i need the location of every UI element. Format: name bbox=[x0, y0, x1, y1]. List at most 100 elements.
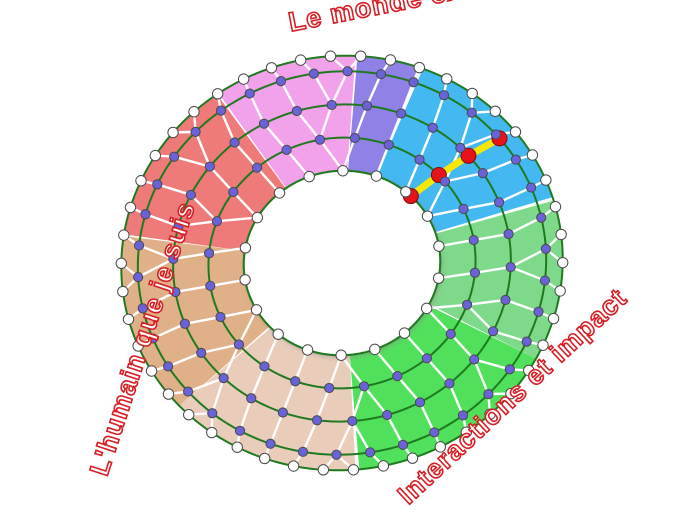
network-node[interactable] bbox=[301, 344, 314, 356]
network-node[interactable] bbox=[251, 162, 263, 173]
network-node[interactable] bbox=[494, 197, 505, 208]
network-node[interactable] bbox=[188, 106, 200, 118]
network-node[interactable] bbox=[438, 90, 450, 101]
network-node[interactable] bbox=[239, 274, 251, 286]
network-node[interactable] bbox=[170, 286, 181, 298]
network-node[interactable] bbox=[392, 371, 403, 382]
network-node[interactable] bbox=[258, 118, 270, 129]
network-node[interactable] bbox=[455, 142, 466, 154]
network-node[interactable] bbox=[370, 170, 383, 182]
network-node[interactable] bbox=[179, 318, 190, 329]
network-node[interactable] bbox=[457, 410, 469, 421]
network-node[interactable] bbox=[547, 312, 560, 325]
network-node[interactable] bbox=[182, 386, 194, 397]
network-node[interactable] bbox=[510, 154, 522, 165]
network-node[interactable] bbox=[251, 211, 264, 224]
network-node[interactable] bbox=[317, 464, 330, 476]
network-node[interactable] bbox=[246, 393, 257, 404]
network-node[interactable] bbox=[466, 87, 478, 100]
network-node[interactable] bbox=[347, 415, 358, 427]
network-node[interactable] bbox=[196, 347, 207, 358]
network-node[interactable] bbox=[441, 73, 453, 85]
network-node[interactable] bbox=[250, 304, 263, 316]
network-node[interactable] bbox=[489, 105, 501, 117]
network-node[interactable] bbox=[215, 311, 226, 323]
network-node[interactable] bbox=[311, 415, 323, 426]
network-node[interactable] bbox=[526, 182, 537, 193]
network-node[interactable] bbox=[504, 364, 515, 375]
network-node[interactable] bbox=[133, 272, 144, 283]
network-node[interactable] bbox=[414, 154, 425, 165]
network-node[interactable] bbox=[228, 186, 239, 198]
network-node[interactable] bbox=[540, 243, 551, 254]
network-node[interactable] bbox=[365, 447, 376, 458]
network-node[interactable] bbox=[444, 378, 455, 389]
network-node[interactable] bbox=[287, 460, 300, 472]
network-node[interactable] bbox=[337, 165, 349, 177]
network-node[interactable] bbox=[400, 186, 412, 198]
network-node[interactable] bbox=[421, 353, 433, 364]
network-node[interactable] bbox=[382, 409, 393, 421]
network-node[interactable] bbox=[206, 426, 218, 439]
network-node[interactable] bbox=[233, 339, 245, 350]
network-node[interactable] bbox=[469, 354, 480, 365]
network-node[interactable] bbox=[414, 397, 426, 408]
network-node[interactable] bbox=[137, 303, 148, 314]
network-node[interactable] bbox=[169, 151, 180, 162]
network-node[interactable] bbox=[505, 261, 516, 273]
network-node[interactable] bbox=[211, 216, 223, 227]
network-node[interactable] bbox=[335, 349, 347, 361]
network-node[interactable] bbox=[469, 267, 481, 278]
network-node[interactable] bbox=[211, 88, 224, 100]
network-node[interactable] bbox=[349, 132, 360, 144]
network-node[interactable] bbox=[406, 452, 419, 464]
network-node[interactable] bbox=[190, 126, 201, 137]
network-node[interactable] bbox=[523, 364, 535, 377]
network-node[interactable] bbox=[152, 179, 163, 190]
network-node[interactable] bbox=[273, 187, 286, 199]
network-node[interactable] bbox=[398, 327, 411, 339]
network-node[interactable] bbox=[297, 446, 309, 457]
network-node[interactable] bbox=[239, 242, 252, 254]
network-node[interactable] bbox=[540, 174, 552, 186]
network-node[interactable] bbox=[218, 372, 229, 384]
network-node[interactable] bbox=[461, 299, 473, 310]
network-node[interactable] bbox=[215, 105, 227, 116]
network-node[interactable] bbox=[433, 240, 445, 252]
network-node[interactable] bbox=[275, 76, 287, 87]
network-node[interactable] bbox=[413, 61, 426, 74]
network-node[interactable] bbox=[466, 107, 477, 118]
network-node[interactable] bbox=[291, 105, 302, 117]
network-node[interactable] bbox=[185, 189, 196, 200]
network-node[interactable] bbox=[509, 126, 522, 138]
network-node[interactable] bbox=[358, 381, 370, 392]
network-node[interactable] bbox=[408, 77, 419, 88]
network-node[interactable] bbox=[483, 389, 494, 400]
network-node[interactable] bbox=[375, 69, 387, 80]
network-node[interactable] bbox=[290, 376, 301, 387]
network-nodes[interactable] bbox=[115, 50, 569, 476]
network-node[interactable] bbox=[132, 340, 144, 352]
network-node[interactable] bbox=[445, 328, 456, 340]
network-node[interactable] bbox=[537, 339, 549, 351]
network-node[interactable] bbox=[521, 336, 532, 347]
network-node[interactable] bbox=[272, 328, 284, 340]
network-node[interactable] bbox=[259, 361, 270, 372]
network-node[interactable] bbox=[183, 409, 195, 421]
network-node[interactable] bbox=[229, 137, 240, 148]
network-node[interactable] bbox=[277, 407, 288, 418]
network-node[interactable] bbox=[331, 449, 342, 460]
network-node[interactable] bbox=[133, 240, 145, 251]
network-node[interactable] bbox=[397, 439, 409, 450]
network-node[interactable] bbox=[324, 50, 337, 62]
network-node[interactable] bbox=[427, 122, 438, 133]
network-node[interactable] bbox=[294, 54, 307, 66]
network-node[interactable] bbox=[244, 88, 255, 99]
network-node[interactable] bbox=[429, 427, 440, 438]
network-node[interactable] bbox=[265, 438, 276, 449]
network-node[interactable] bbox=[361, 100, 373, 111]
network-node[interactable] bbox=[458, 203, 469, 215]
network-node[interactable] bbox=[231, 441, 243, 453]
network-node[interactable] bbox=[265, 62, 278, 74]
network-node[interactable] bbox=[324, 382, 335, 394]
